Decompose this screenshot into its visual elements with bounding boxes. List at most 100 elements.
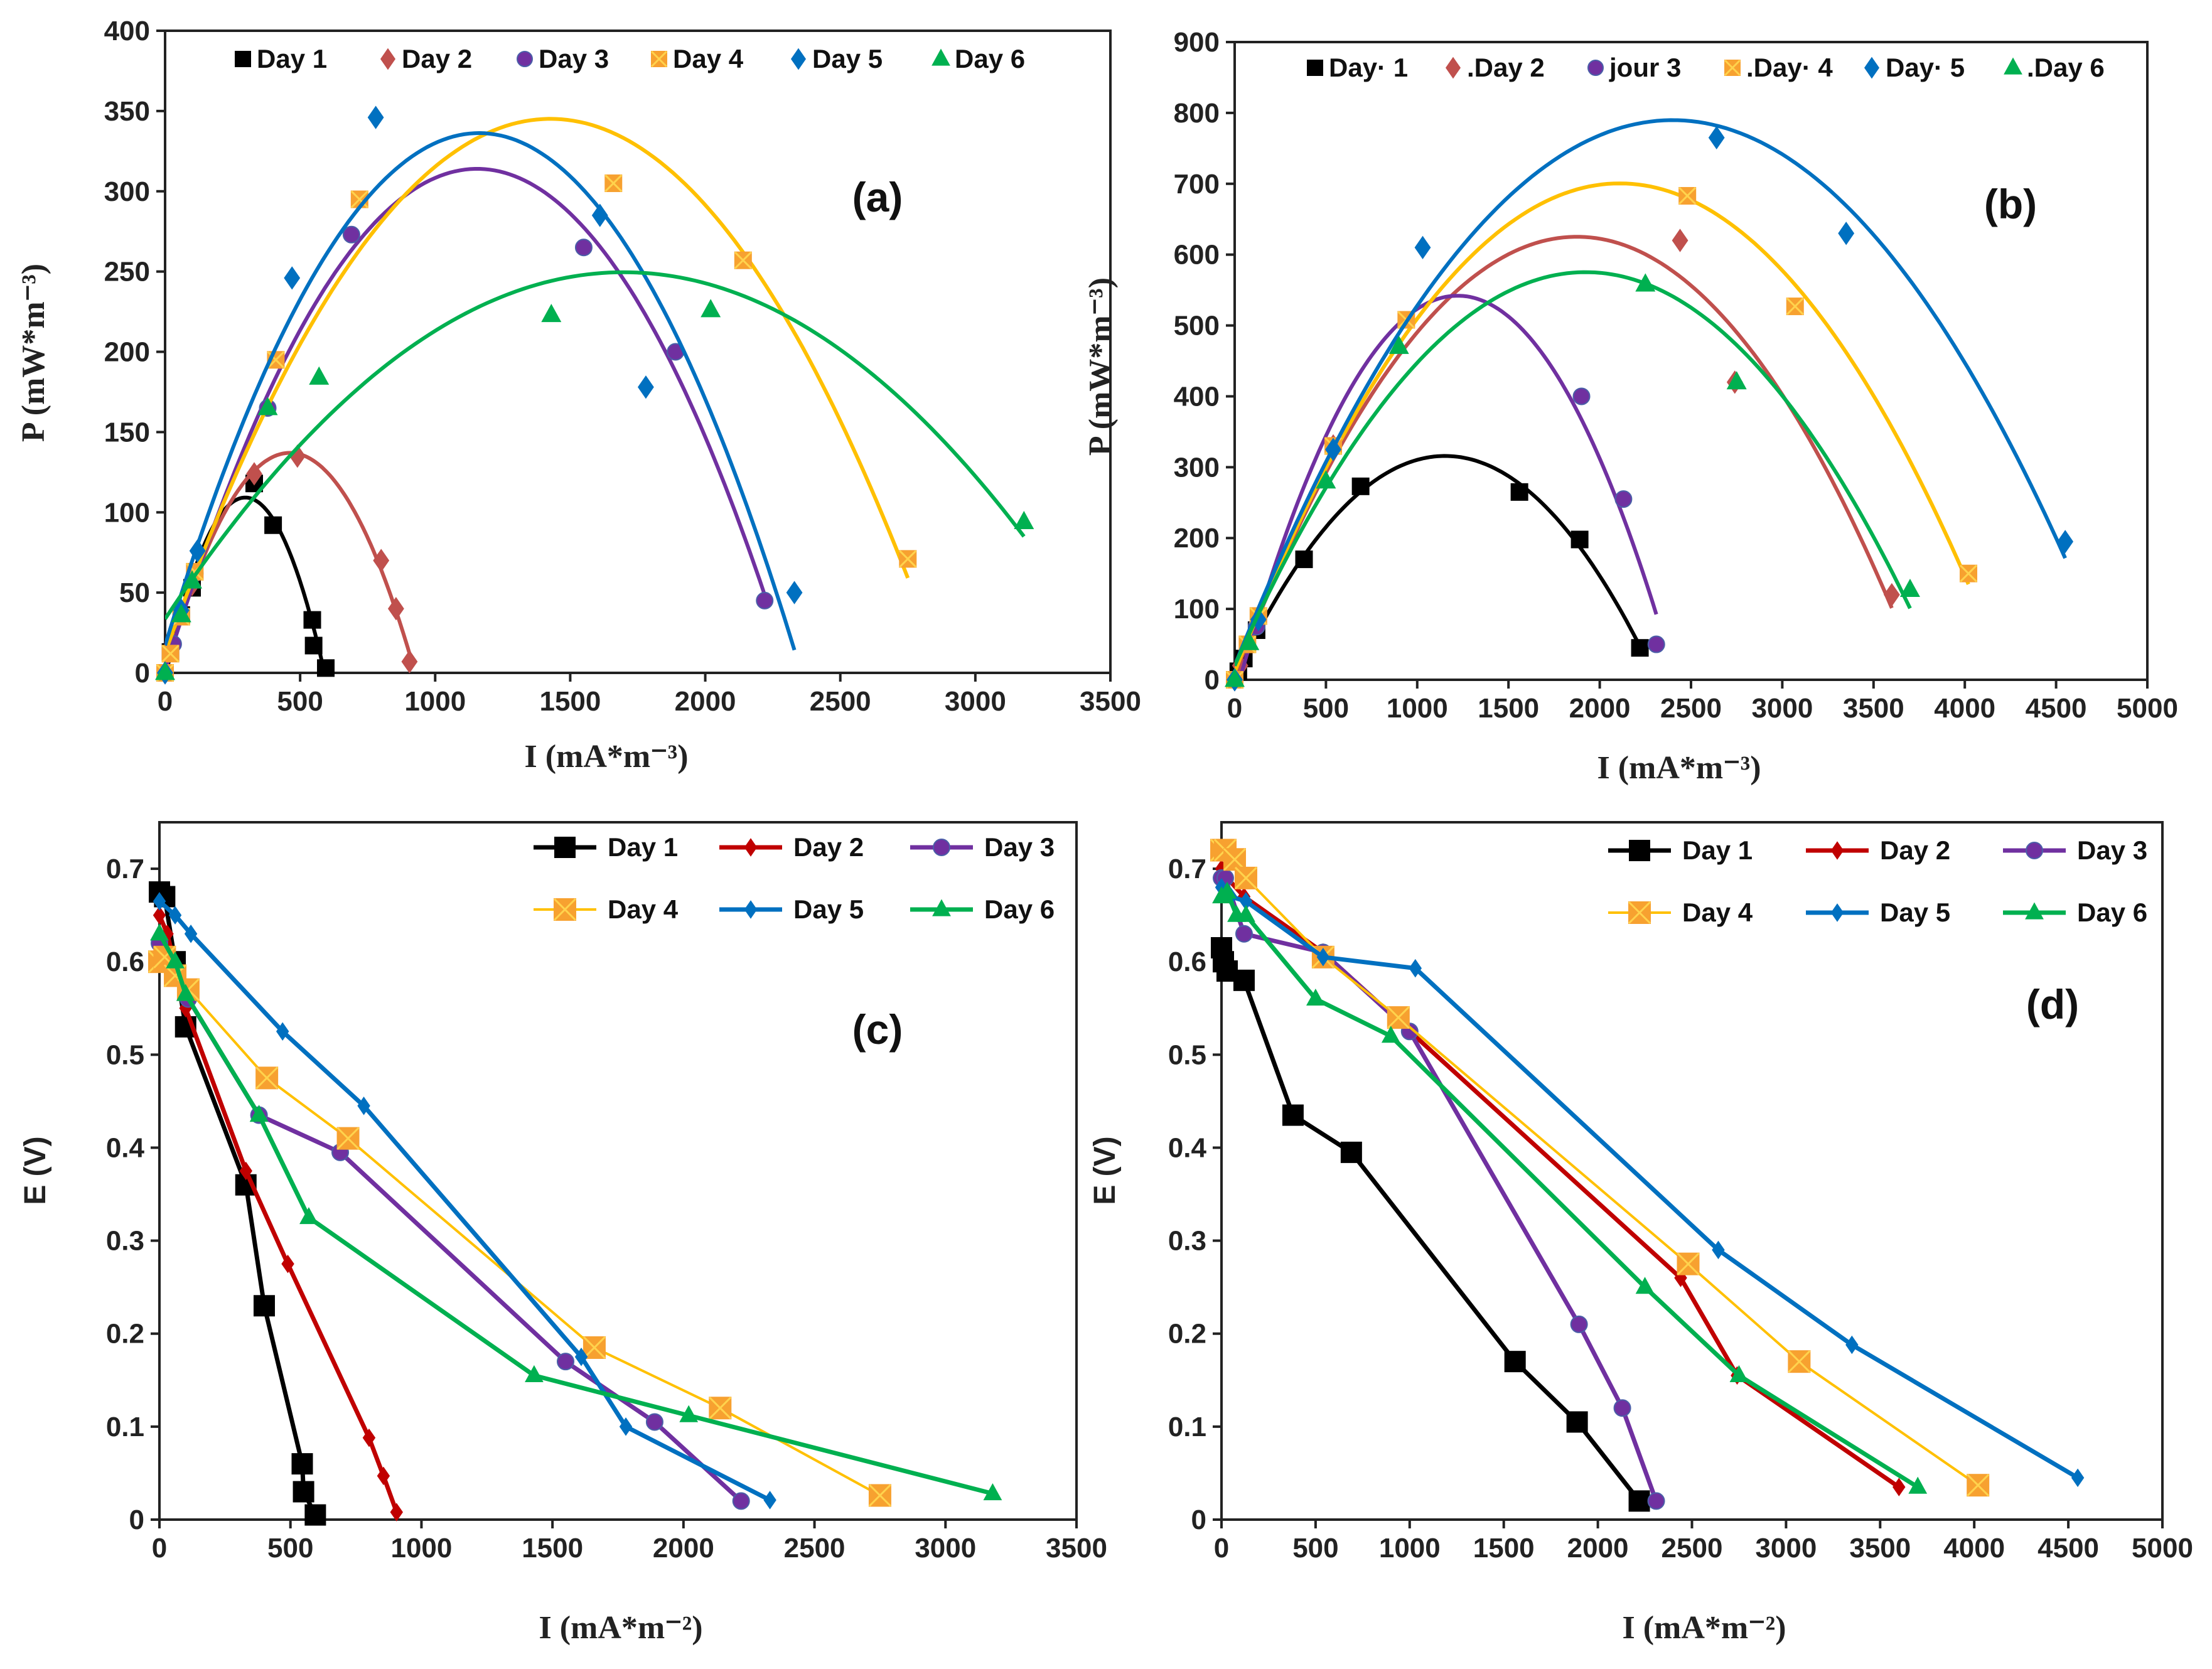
data-point [182,570,203,589]
y-axis-title: E (V) [19,1136,52,1205]
data-point [645,1413,663,1431]
legend-marker [2025,902,2044,920]
series-6 [1212,881,1928,1494]
series-5 [1227,118,2074,692]
data-point [401,650,418,674]
legend-label: Day· 5 [1886,53,1965,82]
x-tick-label: 500 [1292,1533,1338,1564]
data-point [176,984,195,1001]
data-point [291,1453,313,1475]
x-tick-label: 3500 [1080,686,1141,717]
data-point-x [1786,298,1804,316]
data-point [786,581,803,604]
trendline [165,117,910,654]
x-axis-title: I (mA*m⁻³) [1597,750,1761,786]
data-point [303,611,321,629]
plot-frame [164,30,1112,674]
legend-label: Day 4 [1682,898,1753,927]
legend-marker [1864,56,1880,79]
data-point [1250,608,1267,631]
legend-item: .Day 6 [2004,53,2105,82]
data-point-x [1788,1350,1811,1373]
legend-label: Day· 1 [1329,53,1408,82]
data-point [1570,1315,1588,1333]
data-point [171,604,191,623]
data-point-x [604,174,623,193]
data-point [166,951,185,969]
legend-marker [933,839,950,856]
x-tick-label: 3000 [1755,1533,1817,1564]
trendline [1235,181,1970,674]
x-tick-label: 2000 [675,686,736,717]
data-point [317,659,335,677]
legend-label: Day 3 [984,832,1055,862]
y-tick-label: 100 [104,497,150,528]
data-point [281,1254,294,1274]
panel-b: 0 500 1000 1500 2000 2500 3000 3500 4000 4500 5000… [1083,27,2178,786]
data-point [1726,371,1747,390]
data-point [155,662,175,680]
legend-label: Day 5 [793,894,864,924]
series-6 [155,270,1034,680]
trendline [1235,270,1912,667]
data-point [1316,470,1336,489]
y-tick-label: 50 [119,577,150,608]
data-point-x [1387,1006,1410,1029]
y-tick-label: 0 [129,1505,144,1535]
data-point [637,375,654,399]
y-tick-label: 150 [104,417,150,448]
x-tick-label: 0 [1214,1533,1229,1564]
legend-label: Day 1 [1682,835,1753,865]
data-point [574,1348,588,1366]
data-point [309,366,330,385]
y-tick-label: 400 [1174,381,1220,412]
data-point [1381,1026,1400,1043]
x-tick-label: 4500 [2038,1533,2099,1564]
data-point [1672,228,1689,252]
series-5 [1215,877,2085,1488]
data-point [276,1022,289,1041]
legend-item: Day 2 [380,44,472,73]
legend-marker [517,51,533,67]
data-point-x [899,550,917,568]
x-tick-label: 1000 [1387,693,1448,724]
x-tick-label: 2000 [1569,693,1631,724]
series-line [1220,888,1919,1489]
legend-marker [1629,840,1650,861]
x-tick-label: 3000 [945,686,1006,717]
data-point [249,1105,269,1122]
series-6 [150,923,1002,1501]
data-point [1845,1335,1859,1355]
legend-item: Day 6 [2003,898,2147,927]
data-point [1414,235,1431,260]
data-point [168,906,182,925]
data-point [1647,635,1665,653]
legend-label: Day 4 [608,894,679,924]
y-tick-label: 0.1 [106,1412,144,1442]
series-line [157,914,399,1513]
y-tick-label: 0.3 [1168,1226,1206,1257]
y-tick-label: 300 [104,176,150,207]
y-tick-label: 0.1 [1168,1412,1206,1442]
series-line [1221,876,1658,1502]
data-point [732,1492,750,1510]
legend-marker [932,48,950,66]
data-point [1708,126,1725,150]
plot-frame [158,821,1078,1521]
y-tick-label: 500 [1174,311,1220,341]
legend-marker [2004,57,2022,75]
data-point [1239,631,1260,650]
legend-label: Day 1 [608,832,678,862]
data-point [983,1483,1002,1501]
y-tick-label: 900 [1174,27,1220,58]
legend-label: Day 6 [984,894,1055,924]
data-point [1572,387,1591,405]
y-tick-label: 0.5 [106,1039,144,1070]
y-axis-title: E (V) [1088,1136,1122,1205]
data-point [1510,483,1528,501]
data-point [2057,530,2074,554]
legend-marker [790,48,807,70]
x-tick-label: 0 [152,1533,167,1564]
x-tick-label: 0 [1227,693,1242,724]
data-point [257,397,278,416]
